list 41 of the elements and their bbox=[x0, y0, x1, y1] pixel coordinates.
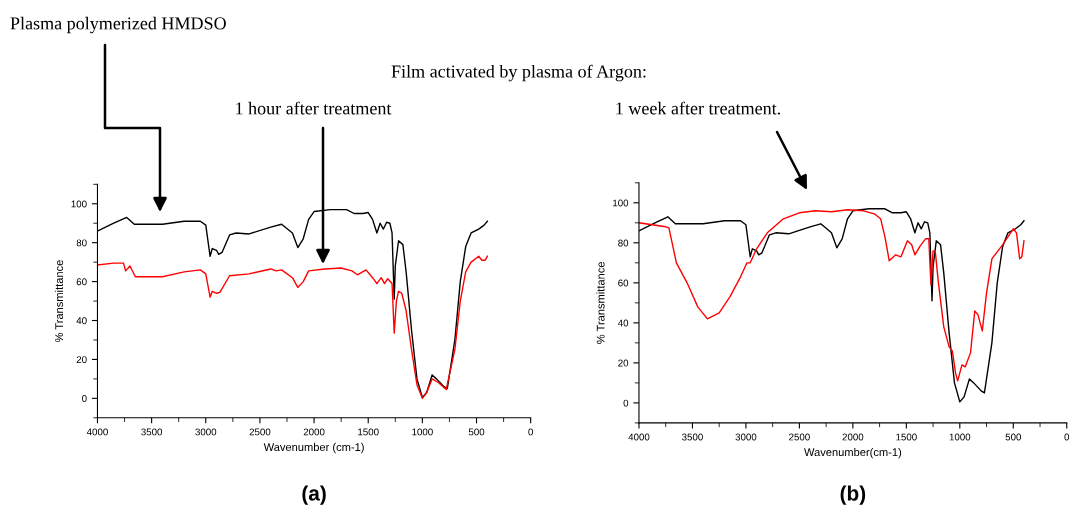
y-tick-label: 20 bbox=[618, 359, 629, 367]
y-tick-label: 0 bbox=[82, 395, 87, 402]
text: Plasma polymerized HMDSO bbox=[10, 16, 226, 34]
y-tick-label: 100 bbox=[613, 199, 629, 207]
y-tick-label: 60 bbox=[76, 278, 87, 286]
x-tick-label: 3000 bbox=[735, 433, 757, 441]
y-tick-label: 40 bbox=[617, 319, 629, 327]
text: 1 week after treatment. bbox=[616, 101, 781, 115]
y-tick-label: 40 bbox=[76, 317, 87, 325]
x-tick-label: 0 bbox=[1064, 433, 1070, 441]
x-axis-title: Wavenumber (cm-1) bbox=[263, 442, 364, 454]
x-tick-label: 3500 bbox=[141, 428, 163, 436]
x-tick-label: 1000 bbox=[412, 428, 433, 436]
text: (a) bbox=[302, 485, 326, 505]
y-tick-label: 80 bbox=[76, 239, 87, 247]
x-tick-label: 0 bbox=[528, 428, 533, 436]
y-tick-label: 60 bbox=[618, 279, 629, 287]
y-tick-label: 0 bbox=[623, 399, 629, 407]
line-series bbox=[97, 255, 489, 400]
x-tick-label: 3000 bbox=[195, 428, 217, 436]
x-tick-label: 1500 bbox=[896, 433, 917, 441]
y-tick-label: 100 bbox=[71, 200, 87, 208]
y-axis-title: % Transmittance bbox=[596, 261, 605, 344]
x-tick-label: 3500 bbox=[682, 433, 703, 441]
x-tick-label: 2000 bbox=[303, 428, 325, 436]
x-tick-label: 4000 bbox=[86, 428, 108, 436]
x-tick-label: 4000 bbox=[628, 433, 650, 441]
y-axis-title: % Transmittance bbox=[54, 260, 64, 343]
x-tick-label: 2500 bbox=[789, 433, 810, 441]
text: (b) bbox=[840, 485, 866, 505]
text: Film activated by plasma of Argon: bbox=[391, 64, 646, 82]
x-tick-label: 500 bbox=[1005, 433, 1022, 441]
x-tick-label: 1000 bbox=[949, 433, 971, 441]
x-tick-label: 1500 bbox=[358, 428, 379, 436]
y-tick-label: 80 bbox=[618, 239, 629, 247]
text: 1 hour after treatment bbox=[236, 101, 392, 115]
x-tick-label: 500 bbox=[468, 428, 485, 436]
y-tick-label: 20 bbox=[76, 356, 87, 364]
x-tick-label: 2500 bbox=[249, 428, 271, 436]
x-tick-label: 2000 bbox=[842, 433, 864, 441]
x-axis-title: Wavenumber(cm-1) bbox=[804, 447, 902, 459]
